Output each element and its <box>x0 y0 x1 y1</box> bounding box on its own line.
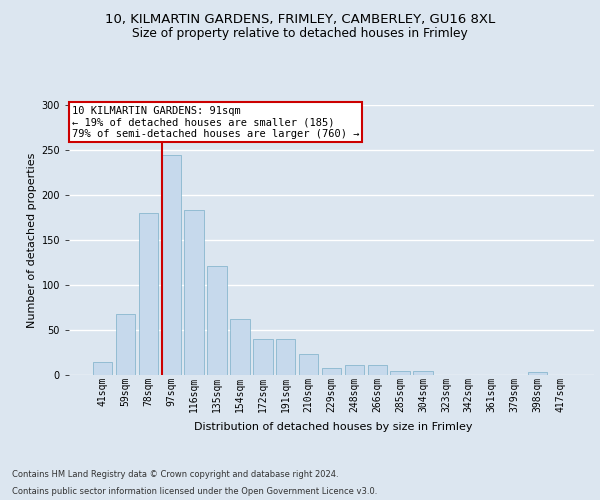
Bar <box>276 339 295 375</box>
Bar <box>322 368 341 375</box>
Bar <box>253 339 272 375</box>
Text: Size of property relative to detached houses in Frimley: Size of property relative to detached ho… <box>132 28 468 40</box>
Bar <box>161 154 181 375</box>
Text: 10, KILMARTIN GARDENS, FRIMLEY, CAMBERLEY, GU16 8XL: 10, KILMARTIN GARDENS, FRIMLEY, CAMBERLE… <box>105 12 495 26</box>
Bar <box>230 319 250 375</box>
Text: 10 KILMARTIN GARDENS: 91sqm
← 19% of detached houses are smaller (185)
79% of se: 10 KILMARTIN GARDENS: 91sqm ← 19% of det… <box>71 106 359 138</box>
Bar <box>368 365 387 375</box>
Bar <box>116 314 135 375</box>
Text: Contains public sector information licensed under the Open Government Licence v3: Contains public sector information licen… <box>12 488 377 496</box>
Bar <box>208 266 227 375</box>
Bar <box>413 372 433 375</box>
Y-axis label: Number of detached properties: Number of detached properties <box>27 152 37 328</box>
Bar <box>528 372 547 375</box>
Text: Distribution of detached houses by size in Frimley: Distribution of detached houses by size … <box>194 422 472 432</box>
Bar <box>139 213 158 375</box>
Bar <box>344 365 364 375</box>
Bar <box>299 354 319 375</box>
Bar <box>391 370 410 375</box>
Bar <box>93 362 112 375</box>
Text: Contains HM Land Registry data © Crown copyright and database right 2024.: Contains HM Land Registry data © Crown c… <box>12 470 338 479</box>
Bar <box>184 210 204 375</box>
